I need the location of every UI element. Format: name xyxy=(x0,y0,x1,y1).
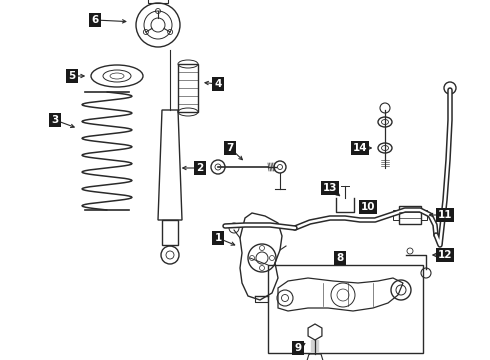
Text: 14: 14 xyxy=(353,143,368,153)
Text: 1: 1 xyxy=(215,233,221,243)
Bar xyxy=(421,210,427,220)
Text: 2: 2 xyxy=(196,163,204,173)
Text: 7: 7 xyxy=(226,143,234,153)
Bar xyxy=(148,0,168,3)
Text: 13: 13 xyxy=(323,183,337,193)
Text: 5: 5 xyxy=(69,71,75,81)
Text: 10: 10 xyxy=(361,202,375,212)
Text: 9: 9 xyxy=(294,343,301,353)
Text: 3: 3 xyxy=(51,115,59,125)
Bar xyxy=(178,64,198,112)
Text: 4: 4 xyxy=(214,79,221,89)
Text: 8: 8 xyxy=(336,253,343,263)
Text: 6: 6 xyxy=(91,15,98,25)
Bar xyxy=(399,206,421,224)
Text: 11: 11 xyxy=(438,210,452,220)
Text: 12: 12 xyxy=(438,250,452,260)
Bar xyxy=(393,210,399,220)
Bar xyxy=(268,265,423,353)
